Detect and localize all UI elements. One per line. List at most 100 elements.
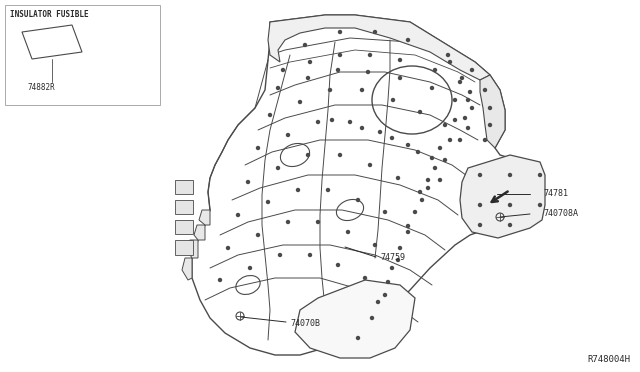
Circle shape — [257, 234, 259, 237]
Circle shape — [454, 99, 456, 102]
Circle shape — [374, 244, 376, 247]
Circle shape — [488, 124, 492, 126]
Circle shape — [337, 263, 339, 266]
Circle shape — [444, 124, 447, 126]
Circle shape — [444, 158, 447, 161]
Circle shape — [483, 138, 486, 141]
Circle shape — [339, 154, 342, 157]
Circle shape — [467, 126, 470, 129]
Circle shape — [392, 99, 394, 102]
Circle shape — [269, 113, 271, 116]
Bar — [175, 180, 193, 194]
Circle shape — [470, 106, 474, 109]
Circle shape — [356, 199, 360, 202]
Polygon shape — [194, 225, 205, 240]
Circle shape — [339, 31, 342, 33]
Circle shape — [420, 199, 424, 202]
Text: 74070B: 74070B — [290, 318, 320, 327]
Circle shape — [330, 119, 333, 122]
Circle shape — [276, 87, 280, 90]
Circle shape — [509, 173, 511, 176]
Circle shape — [287, 221, 289, 224]
Circle shape — [488, 106, 492, 109]
Circle shape — [303, 44, 307, 46]
Circle shape — [449, 138, 451, 141]
Circle shape — [390, 137, 394, 140]
Circle shape — [509, 203, 511, 206]
Circle shape — [399, 247, 401, 250]
Circle shape — [454, 119, 456, 122]
Circle shape — [470, 68, 474, 71]
Circle shape — [266, 201, 269, 203]
Circle shape — [276, 167, 280, 170]
Circle shape — [282, 68, 285, 71]
Circle shape — [431, 87, 433, 90]
Circle shape — [376, 301, 380, 304]
Text: R748004H: R748004H — [587, 355, 630, 364]
Circle shape — [438, 179, 442, 182]
Circle shape — [227, 247, 230, 250]
Text: 74882R: 74882R — [28, 83, 56, 92]
Circle shape — [417, 151, 419, 154]
Circle shape — [399, 58, 401, 61]
Circle shape — [399, 77, 401, 80]
Circle shape — [308, 61, 312, 64]
Text: 74759: 74759 — [380, 253, 405, 263]
Bar — [175, 220, 193, 234]
Circle shape — [317, 221, 319, 224]
Circle shape — [406, 38, 410, 42]
Polygon shape — [199, 210, 210, 225]
Circle shape — [307, 77, 310, 80]
Circle shape — [387, 280, 390, 283]
Circle shape — [479, 203, 481, 206]
Polygon shape — [480, 75, 505, 148]
Circle shape — [438, 147, 442, 150]
Circle shape — [339, 54, 342, 57]
Circle shape — [433, 68, 436, 71]
Circle shape — [458, 80, 461, 83]
Circle shape — [426, 179, 429, 182]
Circle shape — [374, 31, 376, 33]
Polygon shape — [268, 15, 490, 80]
Circle shape — [538, 173, 541, 176]
Text: 74781: 74781 — [543, 189, 568, 199]
Circle shape — [483, 89, 486, 92]
Circle shape — [463, 116, 467, 119]
Circle shape — [298, 100, 301, 103]
Circle shape — [449, 61, 451, 64]
Circle shape — [406, 224, 410, 228]
Circle shape — [360, 89, 364, 92]
Circle shape — [308, 253, 312, 257]
Circle shape — [406, 231, 410, 234]
Circle shape — [378, 131, 381, 134]
Circle shape — [296, 189, 300, 192]
Circle shape — [237, 214, 239, 217]
Circle shape — [326, 189, 330, 192]
Circle shape — [218, 279, 221, 282]
Circle shape — [413, 211, 417, 214]
Circle shape — [317, 121, 319, 124]
Circle shape — [406, 144, 410, 147]
Circle shape — [307, 154, 310, 157]
Circle shape — [467, 99, 470, 102]
Circle shape — [397, 176, 399, 180]
Circle shape — [390, 266, 394, 269]
Polygon shape — [182, 258, 192, 280]
Circle shape — [397, 259, 399, 262]
Circle shape — [419, 190, 422, 193]
Polygon shape — [295, 280, 415, 358]
Circle shape — [509, 224, 511, 227]
Circle shape — [328, 89, 332, 92]
Circle shape — [367, 71, 369, 74]
Circle shape — [468, 90, 472, 93]
Circle shape — [346, 231, 349, 234]
Circle shape — [360, 126, 364, 129]
Bar — [175, 240, 193, 255]
Circle shape — [371, 317, 374, 320]
Circle shape — [248, 266, 252, 269]
Circle shape — [426, 186, 429, 189]
Circle shape — [369, 164, 371, 167]
Circle shape — [364, 276, 367, 279]
Circle shape — [447, 54, 449, 57]
Circle shape — [383, 294, 387, 296]
